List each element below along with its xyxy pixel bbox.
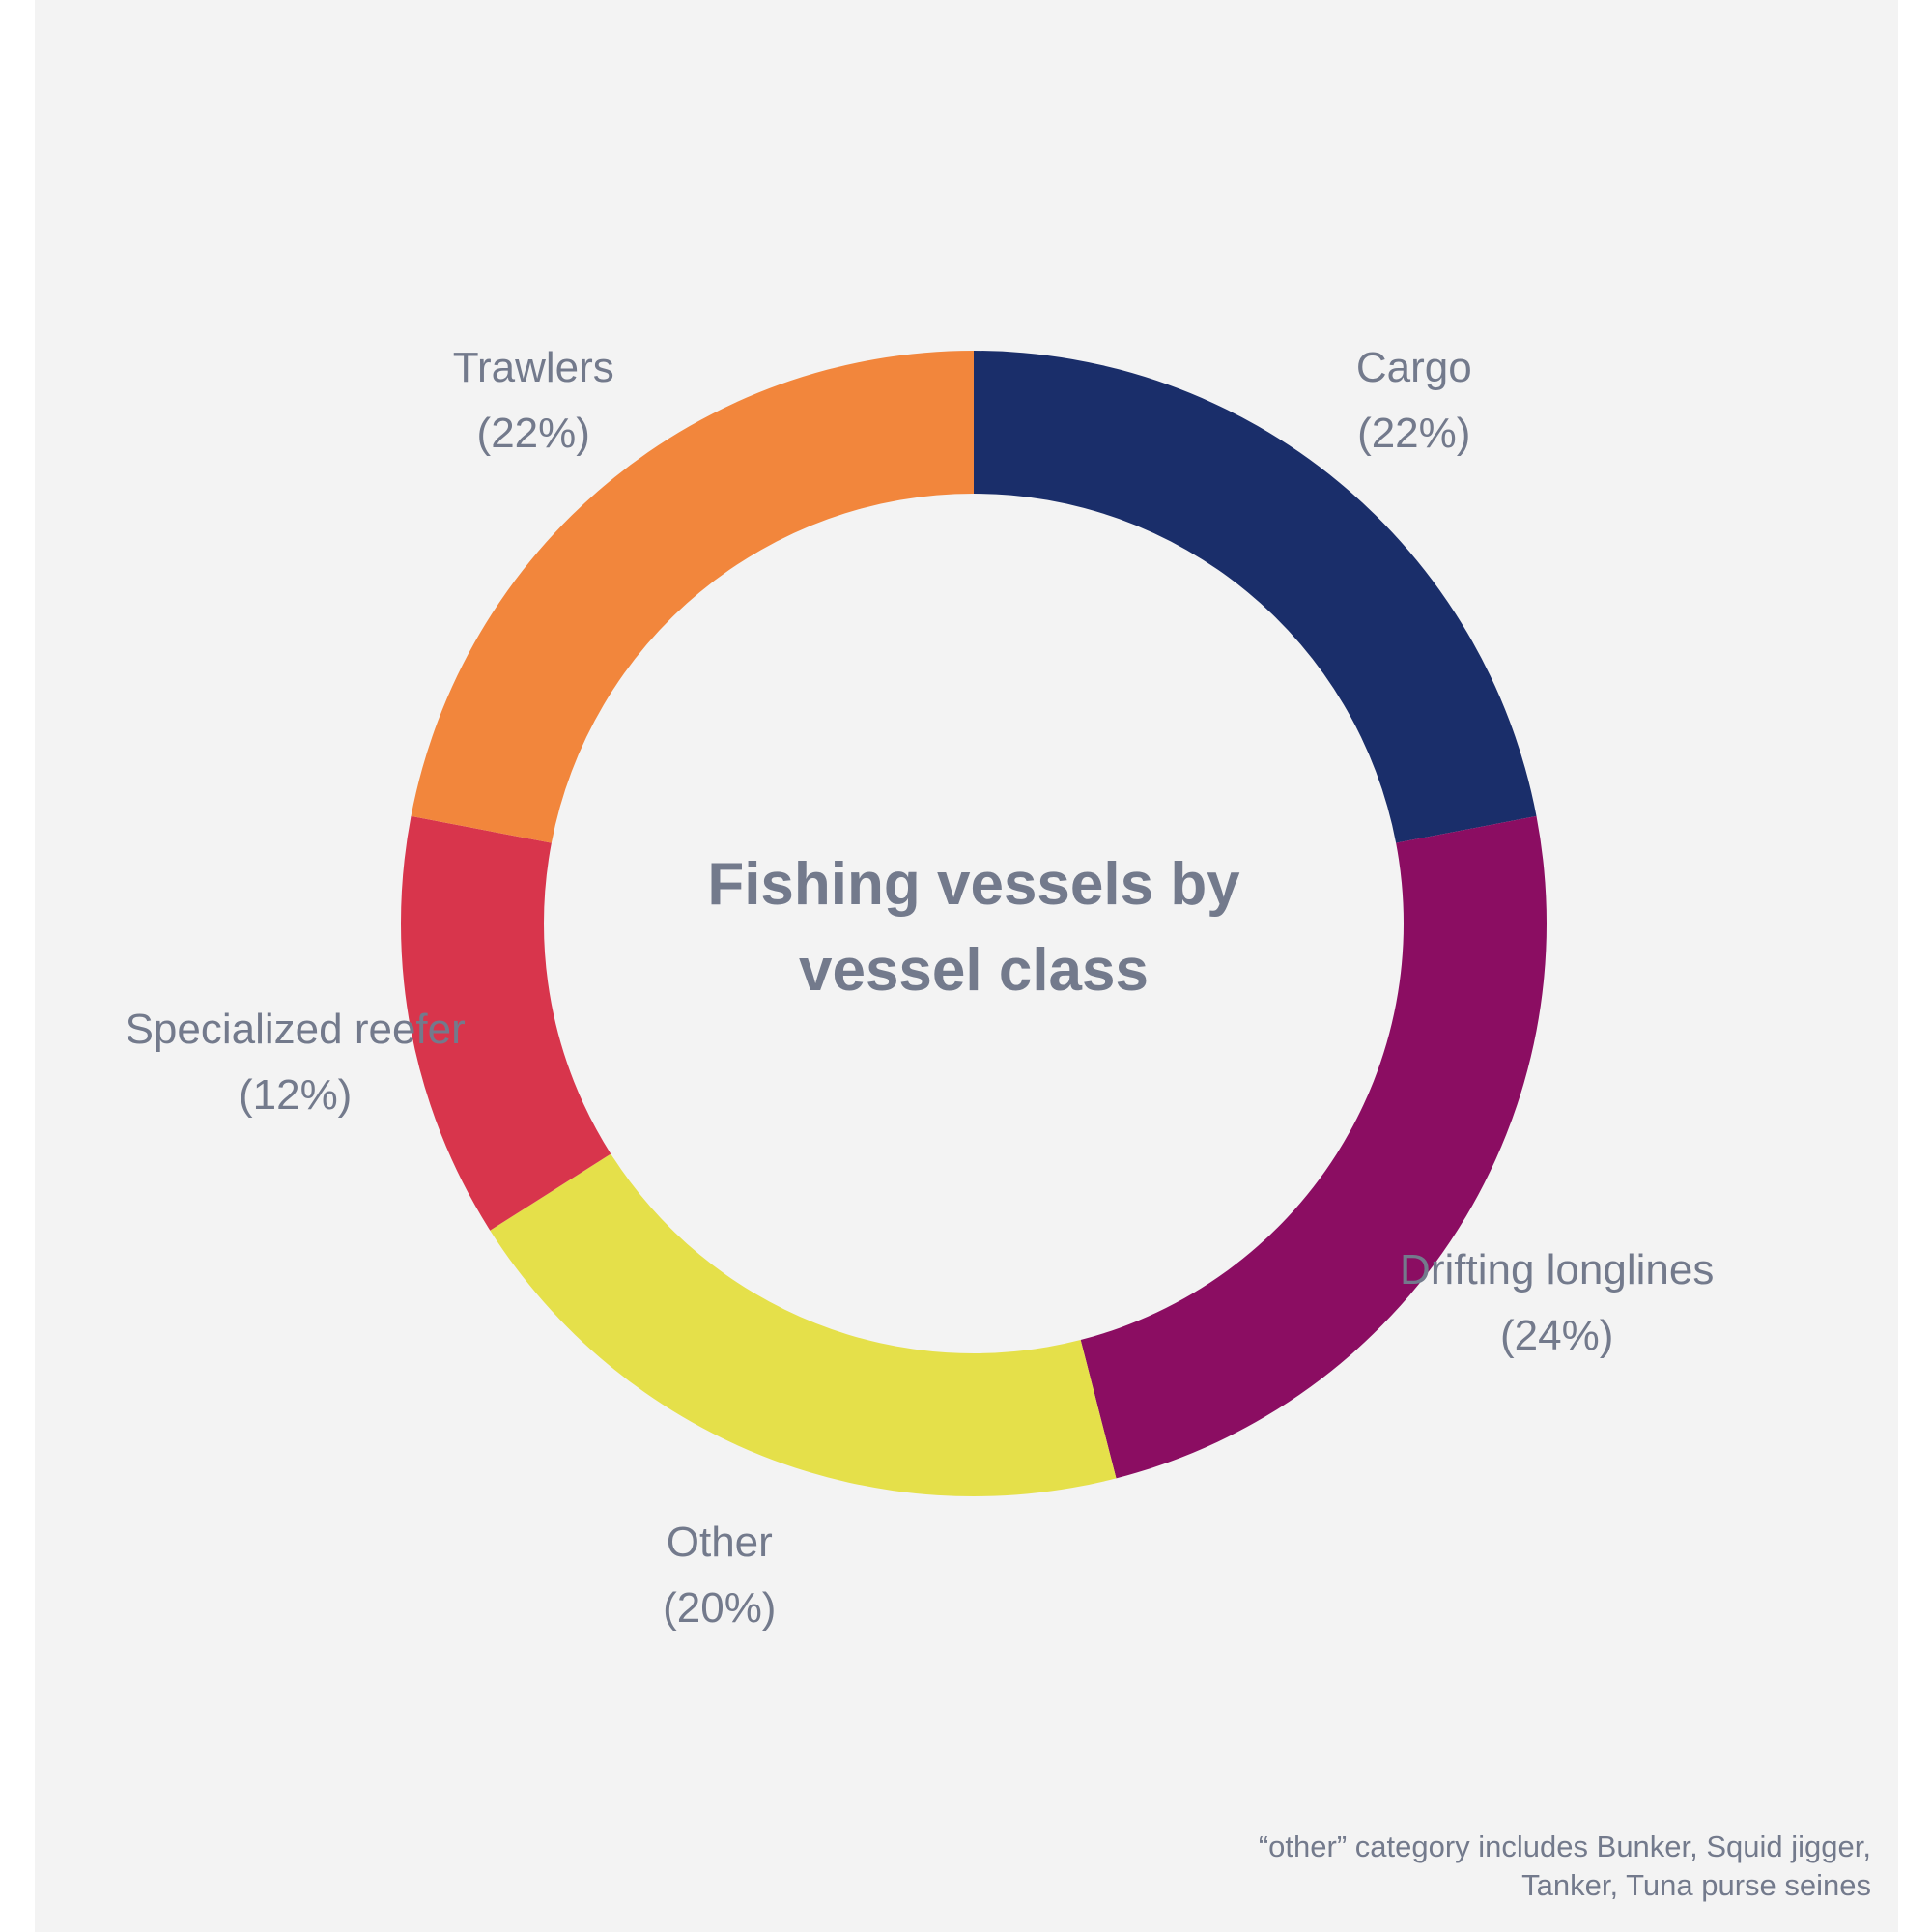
chart-panel [35, 0, 1898, 1932]
slice-label-specialized-reefer: Specialized reefer [126, 1006, 466, 1053]
slice-drifting-longlines [1080, 815, 1547, 1479]
donut-slices [401, 350, 1547, 1496]
chart-title-line-2: vessel class [799, 937, 1149, 1004]
slice-label-trawlers: Trawlers [453, 344, 614, 391]
slice-label-cargo: Cargo [1356, 344, 1472, 391]
chart-title-line-1: Fishing vessels by [707, 851, 1240, 918]
slice-label-other: Other [667, 1519, 773, 1566]
slice-trawlers [411, 350, 974, 843]
slice-label-drifting-longlines: Drifting longlines [1400, 1246, 1714, 1293]
footnote: “other” category includes Bunker, Squid … [1002, 1828, 1871, 1905]
slice-percent-drifting-longlines: (24%) [1500, 1312, 1613, 1359]
slice-labels: Cargo (22%) Drifting longlines (24%) Other (2… [126, 344, 1715, 1632]
slice-percent-cargo: (22%) [1357, 410, 1470, 457]
footnote-line-1: “other” category includes Bunker, Squid … [1258, 1830, 1871, 1863]
footnote-line-2: Tanker, Tuna purse seines [1521, 1868, 1871, 1902]
slice-cargo [974, 351, 1537, 843]
slice-percent-other: (20%) [663, 1584, 776, 1632]
slice-specialized-reefer [401, 815, 611, 1231]
slice-percent-trawlers: (22%) [477, 410, 590, 457]
slice-other [490, 1153, 1117, 1496]
slice-percent-specialized-reefer: (12%) [239, 1071, 352, 1119]
